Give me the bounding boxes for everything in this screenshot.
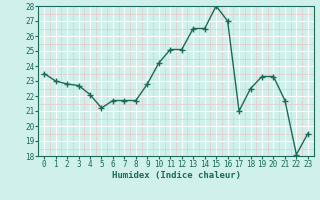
X-axis label: Humidex (Indice chaleur): Humidex (Indice chaleur) <box>111 171 241 180</box>
